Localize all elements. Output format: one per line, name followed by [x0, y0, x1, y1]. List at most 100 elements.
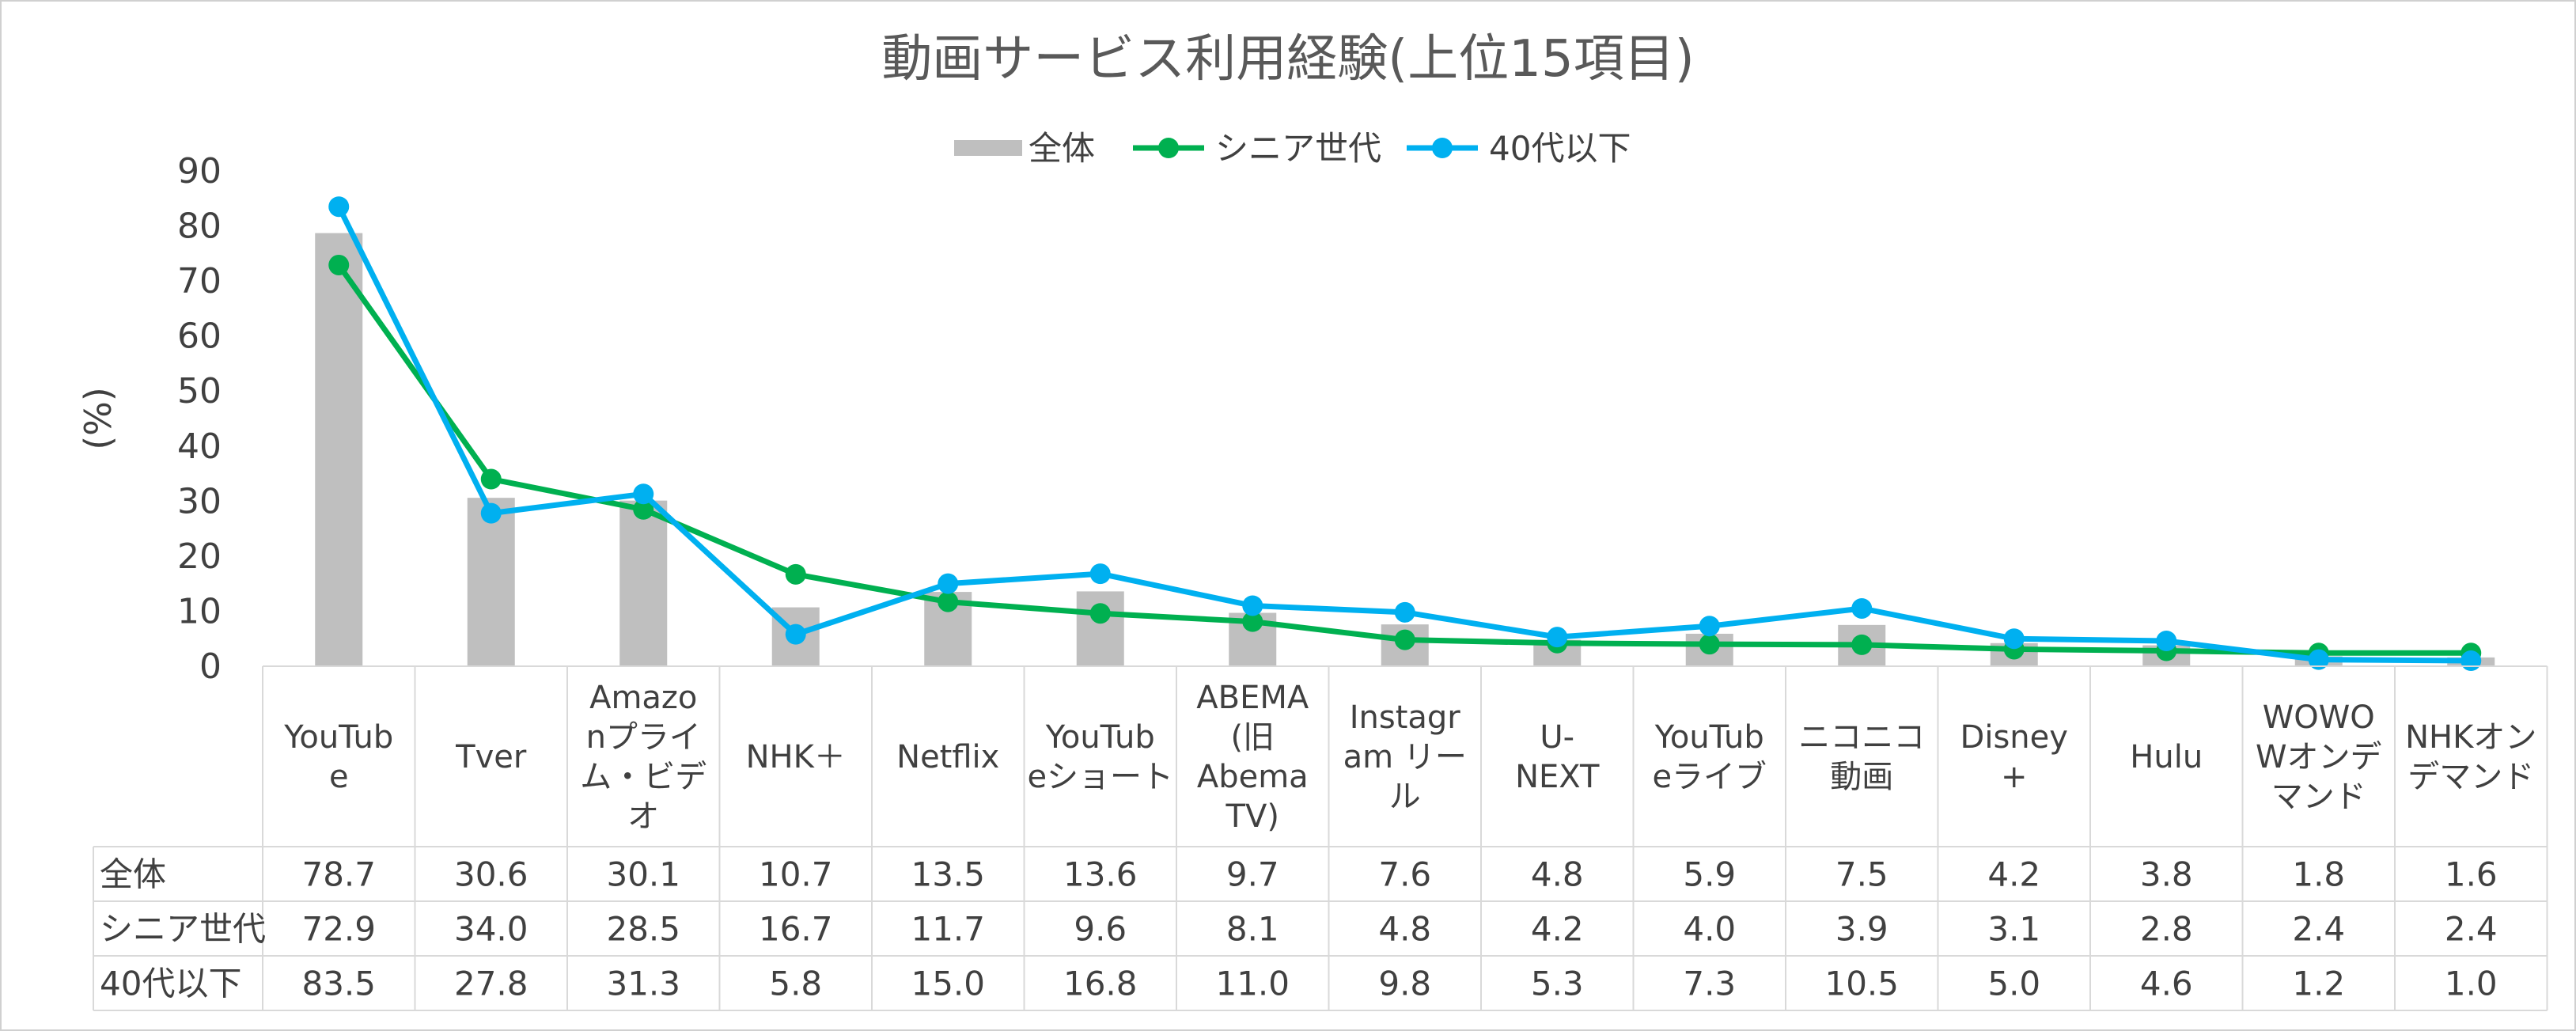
legend-label-1: シニア世代	[1215, 129, 1381, 168]
category-label: NHK＋	[746, 739, 846, 775]
category-label: マンド	[2271, 779, 2366, 815]
series-point	[1699, 616, 1720, 637]
series-lines	[328, 196, 2482, 672]
y-axis: 0 10 20 30 40 50 60 70 80 90 (%)	[77, 151, 222, 687]
table-cell: 2.8	[2140, 910, 2193, 949]
category-label: YouTub	[283, 719, 393, 756]
bar	[619, 500, 668, 666]
table-cell: 4.8	[1378, 910, 1431, 949]
table-cell: 1.8	[2292, 855, 2345, 894]
series-point	[785, 624, 806, 645]
table-cell: 78.7	[301, 855, 376, 894]
series-point	[938, 573, 959, 594]
series-point	[1394, 629, 1415, 650]
category-label: eライブ	[1652, 759, 1767, 795]
category-label: Amazo	[589, 680, 697, 716]
category-label: YouTub	[1045, 719, 1155, 756]
table-cell: 31.3	[606, 965, 680, 1003]
series-point	[1851, 634, 1873, 655]
table-cell: 9.6	[1074, 910, 1127, 949]
legend-label-2: 40代以下	[1489, 129, 1631, 168]
table-cell: 4.2	[1987, 855, 2040, 894]
table-cell: 2.4	[2292, 910, 2345, 949]
category-label: U-	[1540, 719, 1574, 756]
series-point	[1089, 603, 1111, 624]
table-cell: 34.0	[454, 910, 528, 949]
category-label: Tver	[455, 739, 527, 775]
table-cell: 11.7	[911, 910, 985, 949]
series-point	[2460, 650, 2482, 672]
category-label: ニコニコ	[1798, 719, 1925, 756]
series-point	[1089, 563, 1111, 585]
category-label: TV)	[1225, 798, 1279, 835]
table-cell: 8.1	[1226, 910, 1279, 949]
table-cell: 13.5	[911, 855, 985, 894]
table-cell: 1.0	[2445, 965, 2498, 1003]
bar	[315, 233, 363, 666]
table-cell: 10.5	[1824, 965, 1899, 1003]
y-tick-label: 90	[177, 151, 222, 191]
table-cell: 1.6	[2445, 855, 2498, 894]
table-cell: 9.7	[1226, 855, 1279, 894]
table-cell: 5.0	[1987, 965, 2040, 1003]
y-tick-label: 60	[177, 317, 222, 357]
series-point	[480, 468, 502, 490]
y-axis-label: (%)	[77, 387, 119, 450]
series-point	[328, 196, 350, 218]
table-cell: 28.5	[606, 910, 680, 949]
y-tick-label: 50	[177, 371, 222, 411]
table-cell: 11.0	[1215, 965, 1290, 1003]
bars	[315, 233, 2495, 666]
series-point	[2003, 628, 2025, 650]
chart-title: 動画サービス利用経験(上位15項目)	[881, 30, 1694, 89]
series-point	[480, 502, 502, 524]
y-tick-label: 30	[177, 481, 222, 521]
y-tick-label: 40	[177, 426, 222, 467]
series-point	[785, 563, 806, 585]
bar	[467, 498, 515, 666]
category-label: NHKオン	[2405, 719, 2536, 756]
table-cell: 16.8	[1063, 965, 1138, 1003]
series-point	[328, 254, 350, 275]
table-cell: 16.7	[759, 910, 833, 949]
y-tick-label: 20	[177, 536, 222, 577]
category-label: ABEMA	[1196, 680, 1309, 716]
table-cell: 15.0	[911, 965, 985, 1003]
series-point	[1851, 597, 1873, 619]
category-label: Wオンデ	[2256, 739, 2382, 775]
series-point	[1394, 601, 1415, 623]
category-label: Disney	[1960, 719, 2068, 756]
series-point	[1242, 595, 1263, 616]
table-cell: 5.9	[1683, 855, 1736, 894]
series-point	[1242, 611, 1263, 632]
category-label: YouTub	[1654, 719, 1764, 756]
table-cell: 2.4	[2445, 910, 2498, 949]
table-cell: 13.6	[1063, 855, 1138, 894]
legend-marker-1	[1158, 138, 1179, 158]
table-cell: 30.1	[606, 855, 680, 894]
table-cell: 10.7	[759, 855, 833, 894]
series-point	[633, 483, 654, 505]
table-cell: 4.6	[2140, 965, 2193, 1003]
series-point	[1547, 627, 1568, 648]
category-label: オ	[627, 798, 659, 835]
series-point	[2156, 631, 2177, 652]
table-row-label: シニア世代	[100, 910, 266, 949]
series-point	[938, 591, 959, 612]
table-cell: 1.2	[2292, 965, 2345, 1003]
category-label: (旧	[1230, 719, 1275, 756]
y-tick-label: 10	[177, 591, 222, 631]
bar	[1076, 591, 1124, 666]
category-label: Instagr	[1350, 699, 1461, 736]
table-cell: 3.1	[1987, 910, 2040, 949]
table-cell: 7.6	[1378, 855, 1431, 894]
category-label: eショート	[1027, 759, 1173, 795]
category-label: am リー	[1343, 739, 1467, 775]
series-point	[633, 498, 654, 520]
table-cell: 7.3	[1683, 965, 1736, 1003]
table-row-label: 40代以下	[100, 965, 241, 1003]
y-tick-label: 80	[177, 207, 222, 247]
category-label: Abema	[1197, 759, 1309, 795]
table-cell: 3.9	[1835, 910, 1888, 949]
